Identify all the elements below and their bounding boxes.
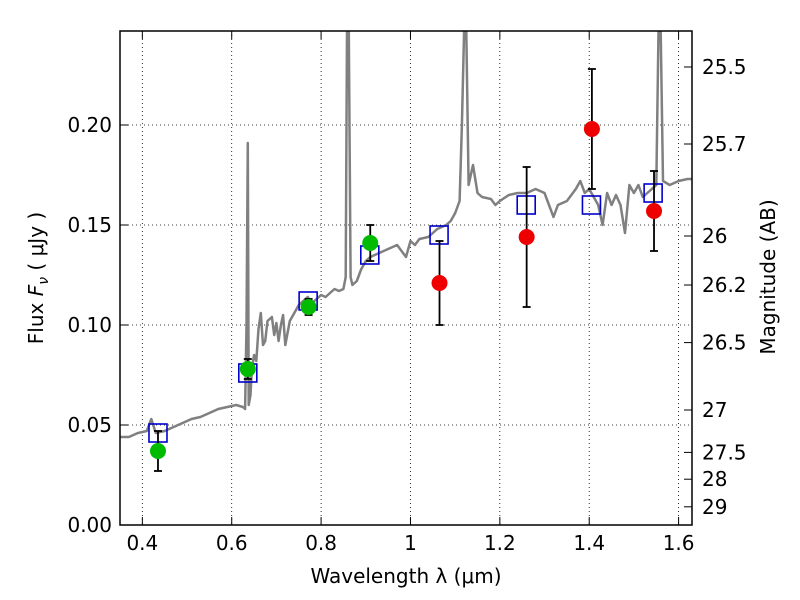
observed-flux-point [646,203,663,219]
y-axis-title-symbol: F [24,284,48,296]
observed-flux-point [149,443,166,459]
y-tick-label: 0.20 [67,113,112,137]
x-tick-label: 1.4 [573,531,605,555]
y2-tick-label: 29 [702,495,727,519]
y-axis-title-subscript: ν [36,277,52,285]
y-tick-label: 0.00 [67,513,112,537]
data-layer [120,31,692,472]
x-tick-label: 0.8 [305,531,337,555]
observed-flux-point [239,361,256,377]
y-tick-label: 0.10 [67,313,112,337]
y2-tick-label: 25.7 [702,132,747,156]
x-tick-label: 1.2 [484,531,516,555]
clipped-series-group [120,31,692,472]
y2-axis-title: Magnitude (AB) [756,199,780,354]
observed-flux-point [431,275,448,291]
y-axis-title: Flux Fν ( μJy ) [24,212,52,344]
y-axis-title-suffix: ( μJy ) [24,212,48,277]
y2-tick-label: 25.5 [702,55,747,79]
y-tick-label: 0.15 [67,213,112,237]
observed-flux-point [362,235,379,251]
y2-tick-label: 26.5 [702,331,747,355]
tick-layer: 0.4 0.6 0.8 1 1.2 1.4 1.6 0.00 0.05 0.10 0.15 0.20 2… [67,31,747,555]
x-tick-label: 0.6 [216,531,248,555]
x-tick-label: 1.6 [663,531,695,555]
y-tick-label: 0.05 [67,413,112,437]
y2-tick-label: 26.2 [702,273,747,297]
y2-tick-label: 28 [702,467,727,491]
model-photometry-square [581,195,602,215]
observed-flux-point [583,121,600,137]
observed-flux-point [300,299,317,315]
y2-tick-label: 27 [702,398,727,422]
x-tick-label: 0.4 [126,531,158,555]
x-axis-title: Wavelength λ (μm) [310,564,501,588]
y2-tick-label: 27.5 [702,440,747,464]
model-spectrum-line [120,31,692,439]
plot-frame [119,30,693,526]
y-axis-title-prefix: Flux [24,296,48,344]
y2-tick-label: 26 [702,224,727,248]
observed-flux-point [518,229,535,245]
x-tick-label: 1 [404,531,417,555]
grid-layer [120,31,692,526]
